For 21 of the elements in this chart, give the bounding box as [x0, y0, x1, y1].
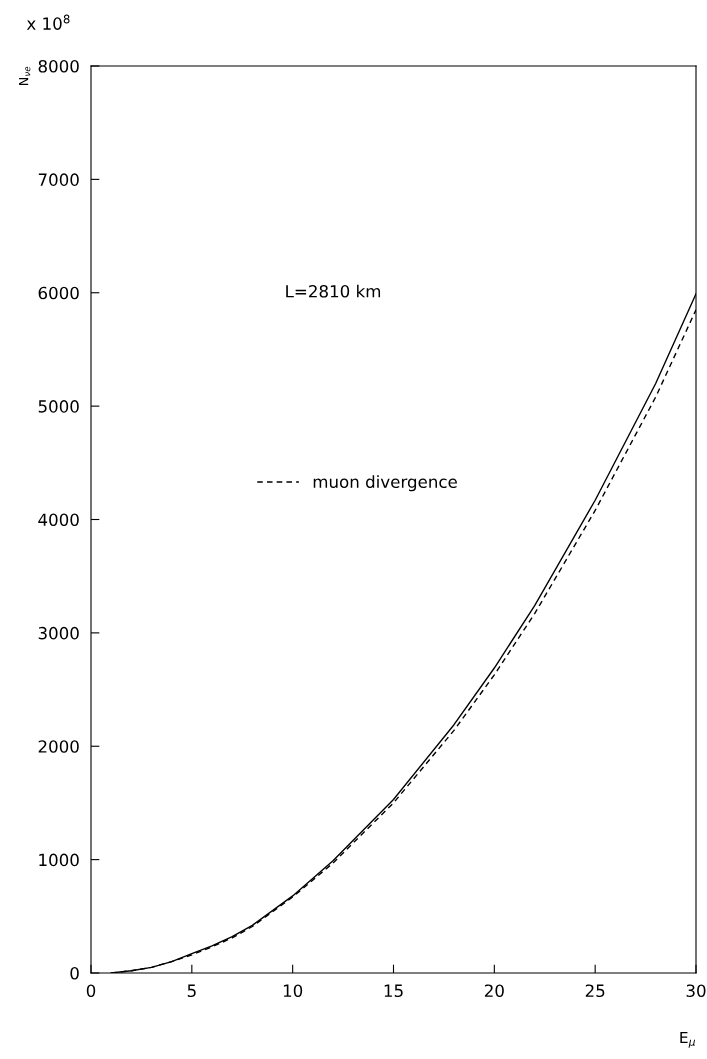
x-tick-label: 5	[187, 984, 196, 998]
annotation: L=2810 km	[286, 284, 381, 298]
y-tick-label: 8000	[38, 59, 79, 73]
y-axis-title: N$_{νe}$	[19, 66, 31, 85]
legend-label: muon divergence	[313, 475, 457, 492]
x-tick-label: 20	[484, 984, 504, 998]
y-tick-label: 3000	[38, 626, 79, 640]
x-tick-label: 15	[384, 984, 403, 998]
y-tick-label: 5000	[38, 400, 79, 413]
x-tick-label: 25	[585, 984, 605, 998]
y-tick-label: 6000	[38, 286, 79, 300]
x-tick-label: 30	[686, 984, 706, 998]
x-tick-label: 0	[86, 984, 96, 998]
y-tick-label: 0	[70, 966, 79, 980]
y-tick-label: 4000	[38, 513, 79, 527]
x-axis-title: E$_{μ}$	[680, 1031, 696, 1048]
y-tick-label: 2000	[38, 740, 79, 753]
text: x 10$^{8}$	[26, 14, 70, 30]
y-tick-label: 1000	[39, 853, 79, 867]
x-tick-label: 10	[283, 984, 303, 998]
y-tick-label: 7000	[38, 173, 79, 186]
